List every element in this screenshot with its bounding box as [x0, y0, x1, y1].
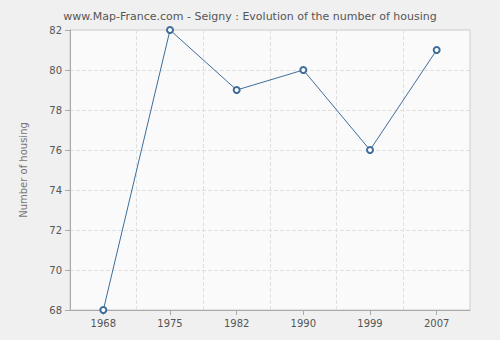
svg-text:82: 82: [49, 25, 62, 36]
svg-text:68: 68: [49, 305, 62, 316]
svg-text:www.Map-France.com - Seigny :: www.Map-France.com - Seigny : Evolution …: [63, 10, 437, 23]
svg-text:Number of housing: Number of housing: [18, 122, 29, 218]
svg-text:78: 78: [49, 105, 62, 116]
svg-text:1975: 1975: [157, 318, 182, 329]
svg-text:80: 80: [49, 65, 62, 76]
svg-text:76: 76: [49, 145, 62, 156]
svg-text:74: 74: [49, 185, 62, 196]
svg-text:1982: 1982: [224, 318, 249, 329]
svg-text:1968: 1968: [91, 318, 116, 329]
svg-text:1999: 1999: [357, 318, 382, 329]
svg-text:1990: 1990: [291, 318, 316, 329]
svg-text:2007: 2007: [424, 318, 449, 329]
svg-text:72: 72: [49, 225, 62, 236]
svg-text:70: 70: [49, 265, 62, 276]
